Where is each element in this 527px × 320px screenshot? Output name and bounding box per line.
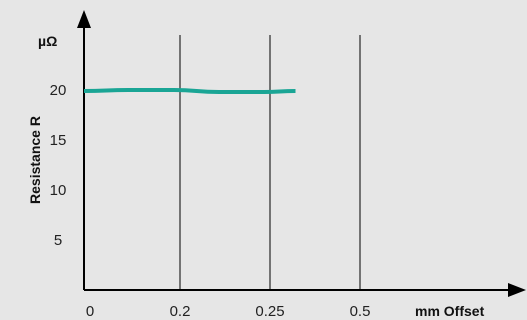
x-tick-label: 0.2 (170, 303, 191, 320)
y-tick-label: 5 (54, 232, 62, 249)
x-axis-title: mm Offset (415, 303, 485, 319)
y-axis-title: Resistance R (27, 116, 43, 204)
y-unit-label: µΩ (38, 33, 57, 49)
x-tick-label: 0 (86, 303, 94, 320)
x-tick-labels: 0 0.2 0.25 0.5 (86, 303, 371, 320)
x-axis-arrow-icon (508, 283, 526, 297)
series-layer (83, 88, 296, 94)
y-tick-labels: 5 10 15 20 (50, 82, 67, 249)
axes-layer (77, 10, 526, 297)
y-tick-label: 20 (50, 82, 67, 99)
y-axis-arrow-icon (77, 10, 91, 28)
series-line-0 (83, 88, 296, 94)
x-tick-label: 0.5 (350, 303, 371, 320)
y-tick-label: 10 (50, 182, 67, 199)
grid-layer (179, 35, 361, 290)
y-tick-label: 15 (50, 132, 67, 149)
x-tick-label: 0.25 (255, 303, 284, 320)
